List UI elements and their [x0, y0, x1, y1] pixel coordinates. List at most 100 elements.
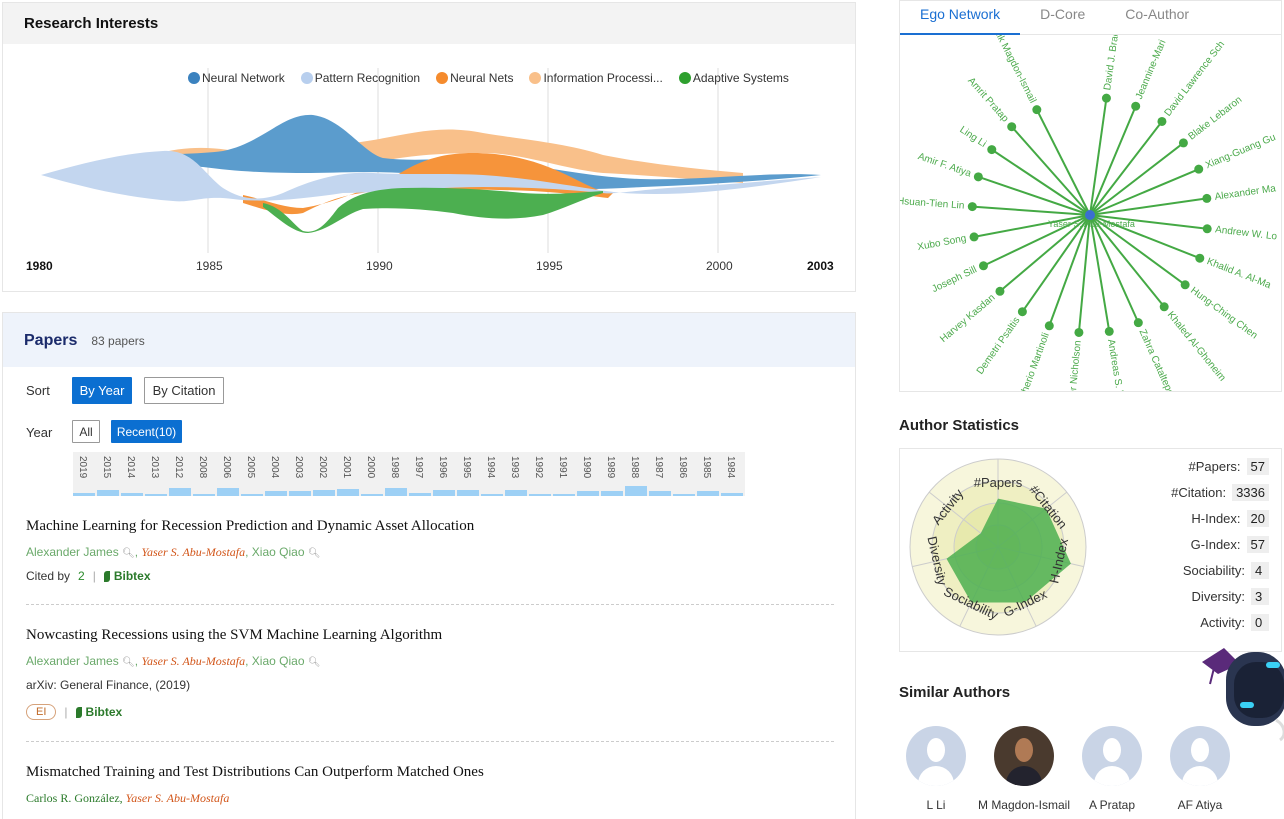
- year-filter-1995[interactable]: 1995: [457, 452, 481, 496]
- ego-node[interactable]: [987, 145, 997, 155]
- bibtex-button[interactable]: Bibtex: [103, 569, 151, 583]
- ego-node[interactable]: [978, 261, 988, 271]
- ego-node-label[interactable]: nder Nicholson: [1067, 340, 1084, 407]
- year-filter-2019[interactable]: 2019: [73, 452, 97, 496]
- author-link[interactable]: Xiao Qiao: [251, 654, 305, 668]
- ego-node[interactable]: [973, 172, 983, 182]
- stream-information-processing[interactable]: [153, 129, 743, 184]
- ego-node[interactable]: [1007, 122, 1017, 132]
- ego-node-label[interactable]: Hung-Ching Chen: [1188, 285, 1259, 341]
- author-self[interactable]: Yaser S. Abu-Mostafa: [141, 654, 246, 668]
- ego-node[interactable]: [1159, 302, 1169, 312]
- ego-node[interactable]: [1133, 318, 1143, 328]
- avatar[interactable]: [1082, 726, 1142, 786]
- similar-author[interactable]: A Pratap: [1082, 726, 1142, 812]
- year-all-button[interactable]: All: [72, 420, 100, 443]
- ego-node-label[interactable]: Ling Li: [957, 124, 988, 149]
- ego-node-label[interactable]: Joseph Sill: [930, 264, 978, 295]
- ego-node-label[interactable]: Amir F. Atiya: [916, 151, 973, 180]
- ego-node[interactable]: [1017, 307, 1027, 317]
- ego-node[interactable]: [1202, 224, 1212, 234]
- stream-pattern-recognition[interactable]: [41, 150, 821, 202]
- ego-node-label[interactable]: Andrew W. Lo: [1214, 224, 1278, 242]
- sort-by-year-button[interactable]: By Year: [72, 377, 132, 404]
- year-filter-1992[interactable]: 1992: [529, 452, 553, 496]
- year-filter-2005[interactable]: 2005: [241, 452, 265, 496]
- ego-node-label[interactable]: Blake Lebaron: [1186, 94, 1244, 142]
- sort-by-citation-button[interactable]: By Citation: [144, 377, 224, 404]
- year-filter-1989[interactable]: 1989: [601, 452, 625, 496]
- ego-node[interactable]: [1195, 253, 1205, 263]
- year-filter-2014[interactable]: 2014: [121, 452, 145, 496]
- similar-author-name[interactable]: M Magdon-Ismail: [977, 798, 1071, 812]
- year-filter-2002[interactable]: 2002: [313, 452, 337, 496]
- ego-node[interactable]: [969, 232, 979, 242]
- search-icon[interactable]: 🔍︎: [307, 548, 321, 559]
- ego-node[interactable]: [1101, 93, 1111, 103]
- year-filter-2006[interactable]: 2006: [217, 452, 241, 496]
- author-link[interactable]: Alexander James: [26, 654, 119, 668]
- year-filter-2003[interactable]: 2003: [289, 452, 313, 496]
- year-filter-1998[interactable]: 1998: [385, 452, 409, 496]
- ego-center-node[interactable]: [1085, 210, 1095, 220]
- year-filter-1994[interactable]: 1994: [481, 452, 505, 496]
- avatar[interactable]: [1170, 726, 1230, 786]
- year-filter-1996[interactable]: 1996: [433, 452, 457, 496]
- similar-author-name[interactable]: AF Atiya: [1177, 798, 1223, 812]
- ego-node-label[interactable]: Khalid A. Al-Ma: [1205, 256, 1273, 291]
- year-filter-1987[interactable]: 1987: [649, 452, 673, 496]
- ego-node[interactable]: [1104, 326, 1114, 336]
- ego-node-label[interactable]: Khaled Al-Ghoneim: [1165, 310, 1228, 384]
- ego-node-label[interactable]: Hsuan-Tien Lin: [897, 196, 965, 212]
- ego-node[interactable]: [1178, 138, 1188, 148]
- ego-node[interactable]: [1157, 116, 1167, 126]
- year-filter-2004[interactable]: 2004: [265, 452, 289, 496]
- assistant-robot-icon[interactable]: [1200, 622, 1284, 742]
- year-filter-2015[interactable]: 2015: [97, 452, 121, 496]
- paper-title[interactable]: Mismatched Training and Test Distributio…: [26, 764, 484, 780]
- ego-node-label[interactable]: Jeannine-Mari: [1134, 38, 1169, 101]
- legend-item[interactable]: Adaptive Systems: [678, 71, 789, 85]
- ego-node-label[interactable]: Malik Magdon-Ismail: [987, 18, 1038, 105]
- stream-neural-network[interactable]: [103, 114, 821, 190]
- ego-node[interactable]: [1074, 327, 1084, 337]
- ego-node[interactable]: [1180, 280, 1190, 290]
- ego-node-label[interactable]: Alexander Ma: [1214, 183, 1277, 203]
- ego-node-label[interactable]: Xubo Song: [917, 233, 968, 253]
- ego-node-label[interactable]: Xiang-Guang Gu: [1204, 132, 1277, 171]
- similar-author-name[interactable]: L Li: [926, 798, 946, 812]
- year-filter-1997[interactable]: 1997: [409, 452, 433, 496]
- author-link[interactable]: Xiao Qiao: [251, 545, 305, 559]
- legend-item[interactable]: Neural Network: [188, 71, 285, 85]
- paper-title[interactable]: Nowcasting Recessions using the SVM Mach…: [26, 627, 443, 643]
- ego-node-label[interactable]: David Lawrence Sch: [1163, 39, 1228, 118]
- ego-node-label[interactable]: Alcherio Martinoli: [1015, 331, 1052, 407]
- ego-node-label[interactable]: Andreas S. Wei: [1105, 338, 1127, 408]
- tab-ego-network[interactable]: Ego Network: [900, 1, 1021, 35]
- author-self[interactable]: Yaser S. Abu-Mostafa: [125, 791, 230, 805]
- ego-node-label[interactable]: Demetri Psaltis: [975, 315, 1023, 376]
- search-icon[interactable]: 🔍︎: [122, 548, 135, 559]
- bibtex-button[interactable]: Bibtex: [75, 705, 122, 719]
- search-icon[interactable]: 🔍︎: [307, 657, 321, 668]
- year-filter-2001[interactable]: 2001: [337, 452, 361, 496]
- similar-author[interactable]: L Li: [906, 726, 966, 812]
- citation-count[interactable]: 2: [78, 569, 85, 583]
- legend-item[interactable]: Information Processi...: [529, 71, 663, 85]
- legend-item[interactable]: Pattern Recognition: [300, 71, 420, 85]
- similar-author[interactable]: AF Atiya: [1170, 726, 1230, 812]
- year-filter-1993[interactable]: 1993: [505, 452, 529, 496]
- avatar[interactable]: [906, 726, 966, 786]
- year-filter-1984[interactable]: 1984: [721, 452, 745, 496]
- author-link[interactable]: Carlos R. González: [26, 791, 120, 805]
- ego-node[interactable]: [1032, 105, 1042, 115]
- year-recent-button[interactable]: Recent(10): [111, 420, 182, 443]
- ego-node-label[interactable]: Amrit Pratap: [965, 76, 1010, 125]
- ego-node[interactable]: [1044, 321, 1054, 331]
- year-filter-2012[interactable]: 2012: [169, 452, 193, 496]
- similar-author[interactable]: M Magdon-Ismail: [978, 726, 1070, 812]
- year-filter-1988[interactable]: 1988: [625, 452, 649, 496]
- ego-node[interactable]: [967, 202, 977, 212]
- ego-node[interactable]: [1131, 101, 1141, 111]
- author-self[interactable]: Yaser S. Abu-Mostafa: [141, 545, 246, 559]
